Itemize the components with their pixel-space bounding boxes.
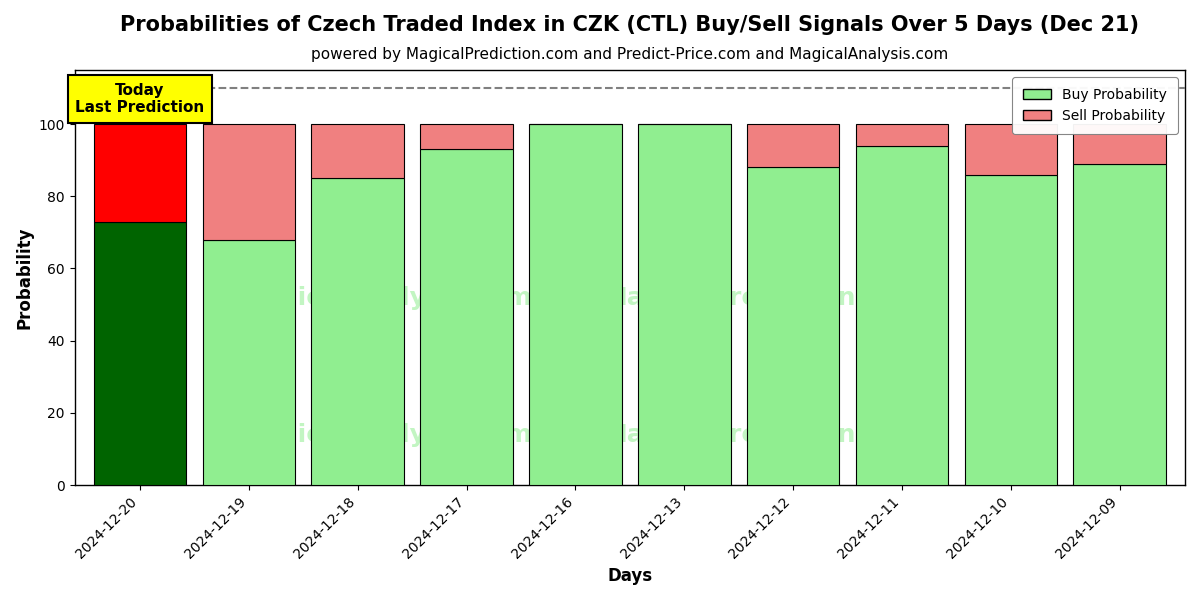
Bar	[856, 146, 948, 485]
Bar	[529, 124, 622, 485]
Bar	[203, 239, 295, 485]
Text: MagicalPrediction.com: MagicalPrediction.com	[602, 424, 924, 448]
Legend: Buy Probability, Sell Probability: Buy Probability, Sell Probability	[1012, 77, 1178, 134]
Bar	[203, 124, 295, 239]
Bar	[856, 124, 948, 146]
Bar	[94, 221, 186, 485]
Bar	[420, 124, 512, 149]
Bar	[1074, 124, 1166, 164]
Bar	[312, 178, 404, 485]
Text: MagicalAnalysis.com: MagicalAnalysis.com	[239, 424, 533, 448]
Text: Today
Last Prediction: Today Last Prediction	[76, 83, 204, 115]
Bar	[746, 167, 839, 485]
Text: powered by MagicalPrediction.com and Predict-Price.com and MagicalAnalysis.com: powered by MagicalPrediction.com and Pre…	[311, 47, 948, 62]
Text: MagicalAnalysis.com: MagicalAnalysis.com	[239, 286, 533, 310]
Bar	[746, 124, 839, 167]
Bar	[312, 124, 404, 178]
Bar	[638, 124, 731, 485]
Bar	[965, 124, 1057, 175]
Bar	[1074, 164, 1166, 485]
Bar	[94, 124, 186, 221]
Y-axis label: Probability: Probability	[16, 226, 34, 329]
Text: MagicalPrediction.com: MagicalPrediction.com	[602, 286, 924, 310]
Bar	[965, 175, 1057, 485]
X-axis label: Days: Days	[607, 567, 653, 585]
Title: Probabilities of Czech Traded Index in CZK (CTL) Buy/Sell Signals Over 5 Days (D: Probabilities of Czech Traded Index in C…	[120, 15, 1139, 35]
Bar	[420, 149, 512, 485]
